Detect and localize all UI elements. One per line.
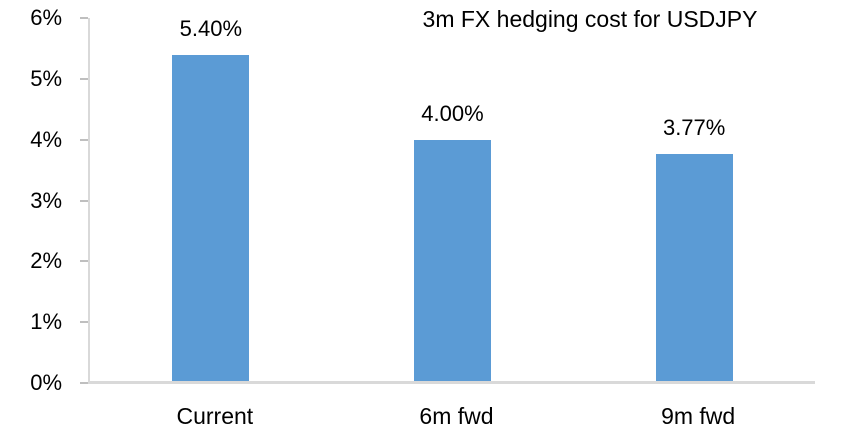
y-tick-label: 2%: [30, 248, 62, 274]
y-axis-line: [88, 18, 90, 383]
bar-value-label: 4.00%: [421, 100, 484, 126]
y-tick-mark: [80, 138, 88, 141]
x-category-label: 9m fwd: [661, 403, 736, 429]
y-tick-mark: [80, 382, 88, 384]
y-tick-label: 6%: [30, 5, 62, 30]
bar-value-label: 5.40%: [179, 15, 243, 41]
y-tick-mark: [80, 17, 88, 19]
x-category-label: Current: [176, 403, 254, 429]
chart-title: 3m FX hedging cost for USDJPY: [422, 6, 758, 32]
x-axis-line: [88, 381, 815, 384]
x-category-label: 6m fwd: [419, 403, 494, 429]
y-tick-mark: [80, 321, 88, 324]
bar: [172, 54, 250, 381]
y-tick-mark: [80, 260, 88, 263]
bar: [414, 139, 491, 381]
y-tick-label: 5%: [30, 65, 62, 91]
bar-value-label: 3.77%: [662, 114, 726, 140]
bar: [655, 153, 733, 381]
y-tick-mark: [80, 77, 88, 80]
y-tick-label: 1%: [30, 309, 62, 335]
y-tick-label: 0%: [30, 370, 62, 395]
y-tick-label: 4%: [30, 126, 62, 152]
y-tick-label: 3%: [30, 187, 62, 213]
y-tick-mark: [80, 199, 88, 202]
